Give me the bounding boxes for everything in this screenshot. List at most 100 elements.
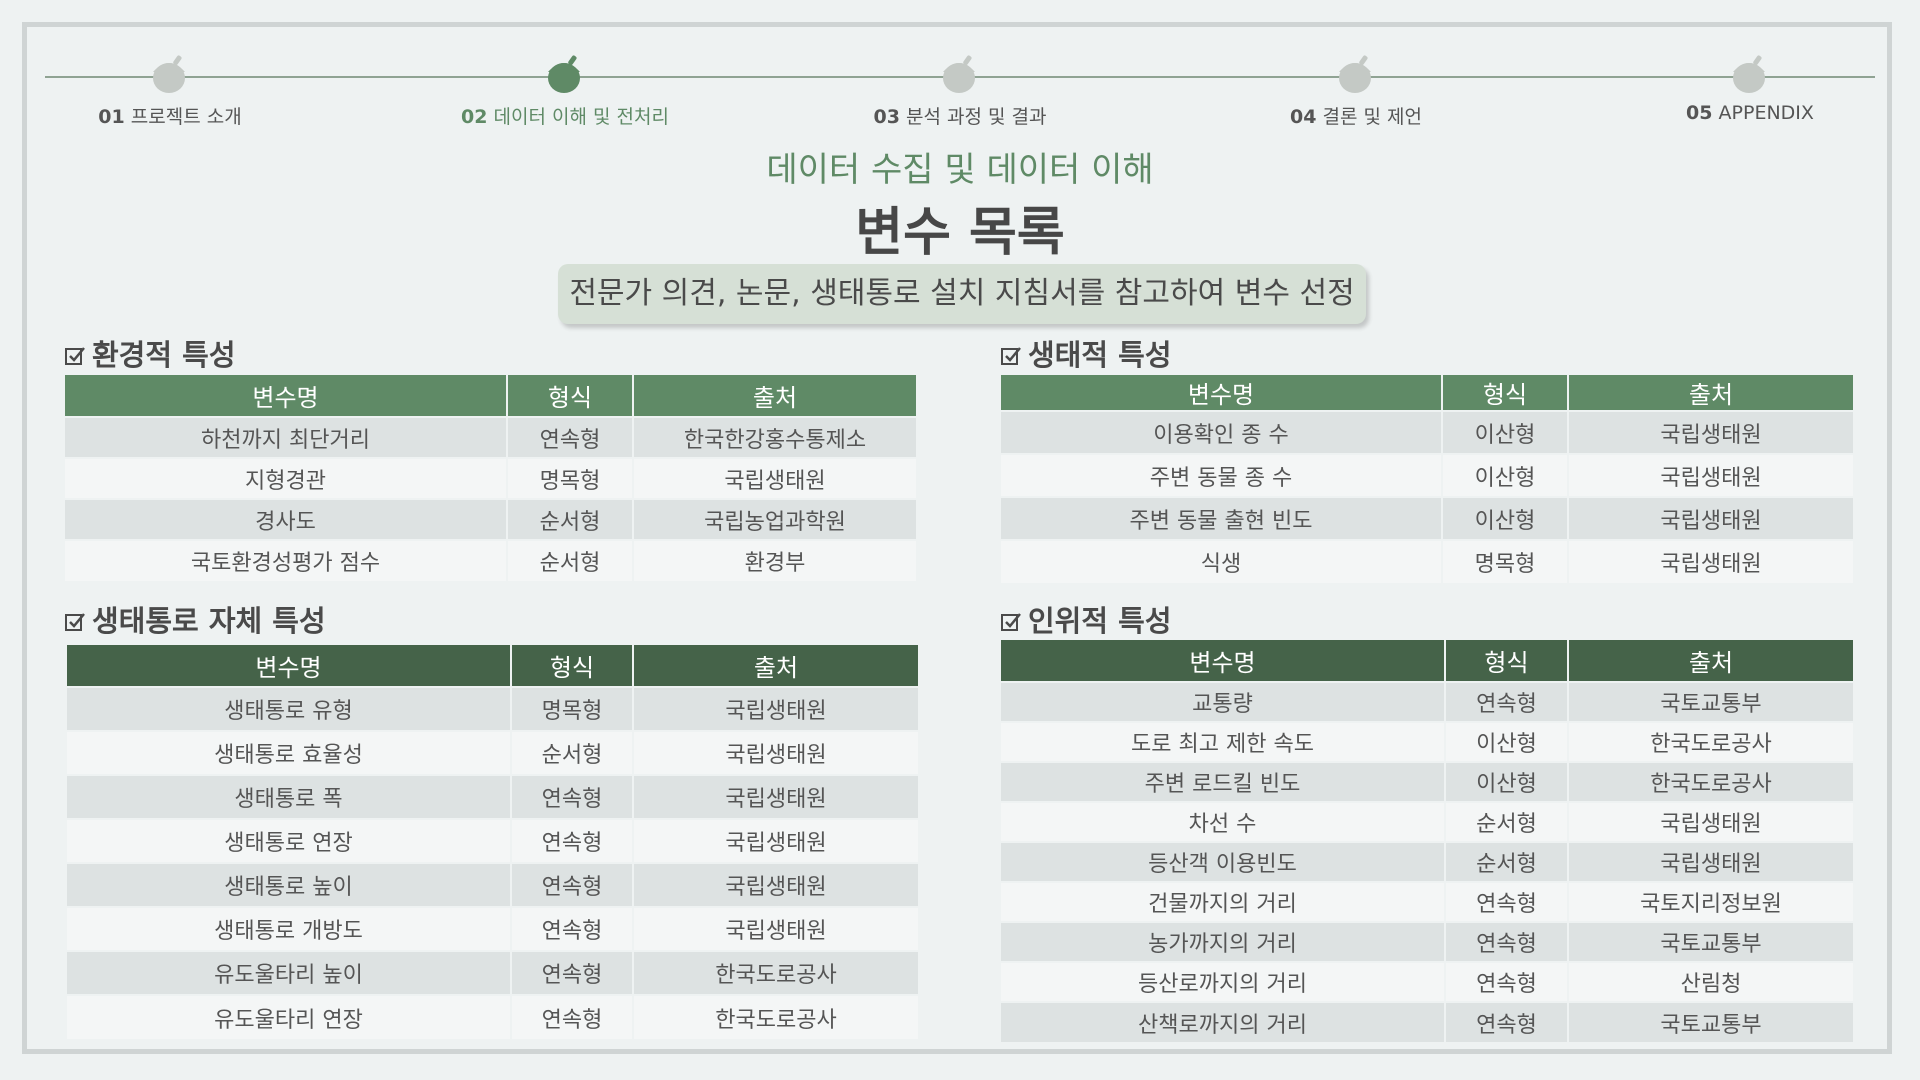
checkbox-icon: [1001, 347, 1021, 365]
table-row: 이용확인 종 수 이산형 국립생태원: [1001, 410, 1853, 454]
column-header-type: 형식: [506, 375, 633, 417]
column-header-source: 출처: [1567, 375, 1853, 411]
source-cell: 국토지리정보원: [1567, 881, 1853, 922]
nav-step-05[interactable]: 05 APPENDIX: [1600, 50, 1900, 124]
source-cell: 환경부: [632, 539, 916, 581]
table-row: 국토환경성평가 점수 순서형 환경부: [65, 539, 916, 581]
table-row: 차선 수 순서형 국립생태원: [1001, 801, 1853, 842]
source-cell: 국토교통부: [1567, 1001, 1853, 1042]
type-cell: 이산형: [1444, 761, 1568, 802]
slide-frame: [22, 22, 1892, 1054]
type-cell: 연속형: [1444, 921, 1568, 962]
type-cell: 연속형: [1444, 1001, 1568, 1042]
type-cell: 연속형: [1444, 961, 1568, 1002]
type-cell: 순서형: [506, 498, 633, 540]
type-cell: 연속형: [1444, 681, 1568, 722]
column-header-source: 출처: [1567, 640, 1853, 682]
table-row: 경사도 순서형 국립농업과학원: [65, 498, 916, 540]
column-header-source: 출처: [632, 375, 916, 417]
variable-name-cell: 생태통로 효율성: [67, 730, 511, 775]
checkbox-icon: [1001, 613, 1021, 631]
acorn-icon: [1339, 55, 1371, 93]
passage-table: 변수명 형식 출처 생태통로 유형 명목형 국립생태원 생태통로 효율성 순서형 국립생…: [67, 645, 918, 1039]
source-cell: 국립생태원: [632, 686, 918, 731]
source-cell: 국립생태원: [632, 774, 918, 819]
source-cell: 국립생태원: [632, 457, 916, 499]
source-cell: 국립생태원: [1567, 539, 1853, 583]
variable-name-cell: 생태통로 연장: [67, 818, 511, 863]
variable-name-cell: 이용확인 종 수: [1001, 410, 1442, 454]
section-title: 생태통로 자체 특성: [92, 604, 326, 638]
variable-name-cell: 식생: [1001, 539, 1442, 583]
variable-name-cell: 등산로까지의 거리: [1001, 961, 1445, 1002]
column-header-variable: 변수명: [1001, 375, 1442, 411]
table-row: 생태통로 효율성 순서형 국립생태원: [67, 730, 918, 775]
type-cell: 이산형: [1441, 453, 1568, 497]
type-cell: 연속형: [510, 994, 633, 1039]
table-row: 식생 명목형 국립생태원: [1001, 539, 1853, 583]
source-cell: 한국도로공사: [1567, 721, 1853, 762]
environmental-table: 변수명 형식 출처 하천까지 최단거리 연속형 한국한강홍수통제소 지형경관 명목형 국…: [65, 375, 916, 581]
source-cell: 국토교통부: [1567, 921, 1853, 962]
type-cell: 연속형: [510, 774, 633, 819]
step-text: 데이터 이해 및 전처리: [493, 106, 669, 128]
table-row: 건물까지의 거리 연속형 국토지리정보원: [1001, 881, 1853, 922]
column-header-variable: 변수명: [1001, 640, 1445, 682]
source-cell: 국립생태원: [1567, 496, 1853, 540]
step-text: 프로젝트 소개: [130, 106, 242, 128]
source-cell: 한국도로공사: [1567, 761, 1853, 802]
column-header-variable: 변수명: [65, 375, 507, 417]
step-number: 05: [1686, 102, 1713, 124]
type-cell: 이산형: [1441, 496, 1568, 540]
table-row: 교통량 연속형 국토교통부: [1001, 681, 1853, 722]
nav-step-02[interactable]: 02 데이터 이해 및 전처리: [415, 50, 715, 129]
nav-step-01[interactable]: 01 프로젝트 소개: [20, 50, 320, 129]
table-row: 생태통로 개방도 연속형 국립생태원: [67, 906, 918, 951]
type-cell: 연속형: [510, 950, 633, 995]
step-text: 분석 과정 및 결과: [906, 106, 1047, 128]
source-cell: 국립생태원: [632, 818, 918, 863]
variable-name-cell: 하천까지 최단거리: [65, 416, 507, 458]
acorn-icon: [153, 55, 185, 93]
checkbox-icon: [65, 613, 85, 631]
source-cell: 산림청: [1567, 961, 1853, 1002]
variable-name-cell: 경사도: [65, 498, 507, 540]
type-cell: 연속형: [506, 416, 633, 458]
table-row: 생태통로 폭 연속형 국립생태원: [67, 774, 918, 819]
source-cell: 국립생태원: [1567, 841, 1853, 882]
acorn-icon: [548, 55, 580, 93]
checkbox-icon: [65, 347, 85, 365]
table-row: 생태통로 높이 연속형 국립생태원: [67, 862, 918, 907]
selection-note-banner: 전문가 의견, 논문, 생태통로 설치 지침서를 참고하여 변수 선정: [558, 264, 1366, 324]
table-row: 등산로까지의 거리 연속형 산림청: [1001, 961, 1853, 1002]
section-heading-ecological: 생태적 특성: [1000, 332, 1172, 374]
source-cell: 한국한강홍수통제소: [632, 416, 916, 458]
type-cell: 순서형: [506, 539, 633, 581]
step-text: 결론 및 제언: [1322, 106, 1422, 128]
variable-name-cell: 등산객 이용빈도: [1001, 841, 1445, 882]
source-cell: 국립생태원: [1567, 801, 1853, 842]
variable-name-cell: 생태통로 폭: [67, 774, 511, 819]
type-cell: 이산형: [1444, 721, 1568, 762]
variable-name-cell: 유도울타리 높이: [67, 950, 511, 995]
ecological-table: 변수명 형식 출처 이용확인 종 수 이산형 국립생태원 주변 동물 종 수 이산형 국…: [1001, 375, 1853, 583]
variable-name-cell: 생태통로 높이: [67, 862, 511, 907]
step-number: 04: [1290, 106, 1317, 128]
variable-name-cell: 주변 동물 출현 빈도: [1001, 496, 1442, 540]
nav-step-03[interactable]: 03 분석 과정 및 결과: [810, 50, 1110, 129]
source-cell: 국립생태원: [1567, 410, 1853, 454]
table-row: 생태통로 연장 연속형 국립생태원: [67, 818, 918, 863]
type-cell: 명목형: [1441, 539, 1568, 583]
source-cell: 국토교통부: [1567, 681, 1853, 722]
table-row: 산책로까지의 거리 연속형 국토교통부: [1001, 1001, 1853, 1042]
nav-step-04[interactable]: 04 결론 및 제언: [1206, 50, 1506, 129]
section-title: 환경적 특성: [92, 338, 236, 372]
column-header-source: 출처: [632, 645, 918, 687]
source-cell: 한국도로공사: [632, 950, 918, 995]
table-row: 하천까지 최단거리 연속형 한국한강홍수통제소: [65, 416, 916, 458]
type-cell: 순서형: [510, 730, 633, 775]
table-row: 유도울타리 높이 연속형 한국도로공사: [67, 950, 918, 995]
source-cell: 국립생태원: [632, 862, 918, 907]
step-text: APPENDIX: [1718, 102, 1814, 124]
variable-name-cell: 국토환경성평가 점수: [65, 539, 507, 581]
